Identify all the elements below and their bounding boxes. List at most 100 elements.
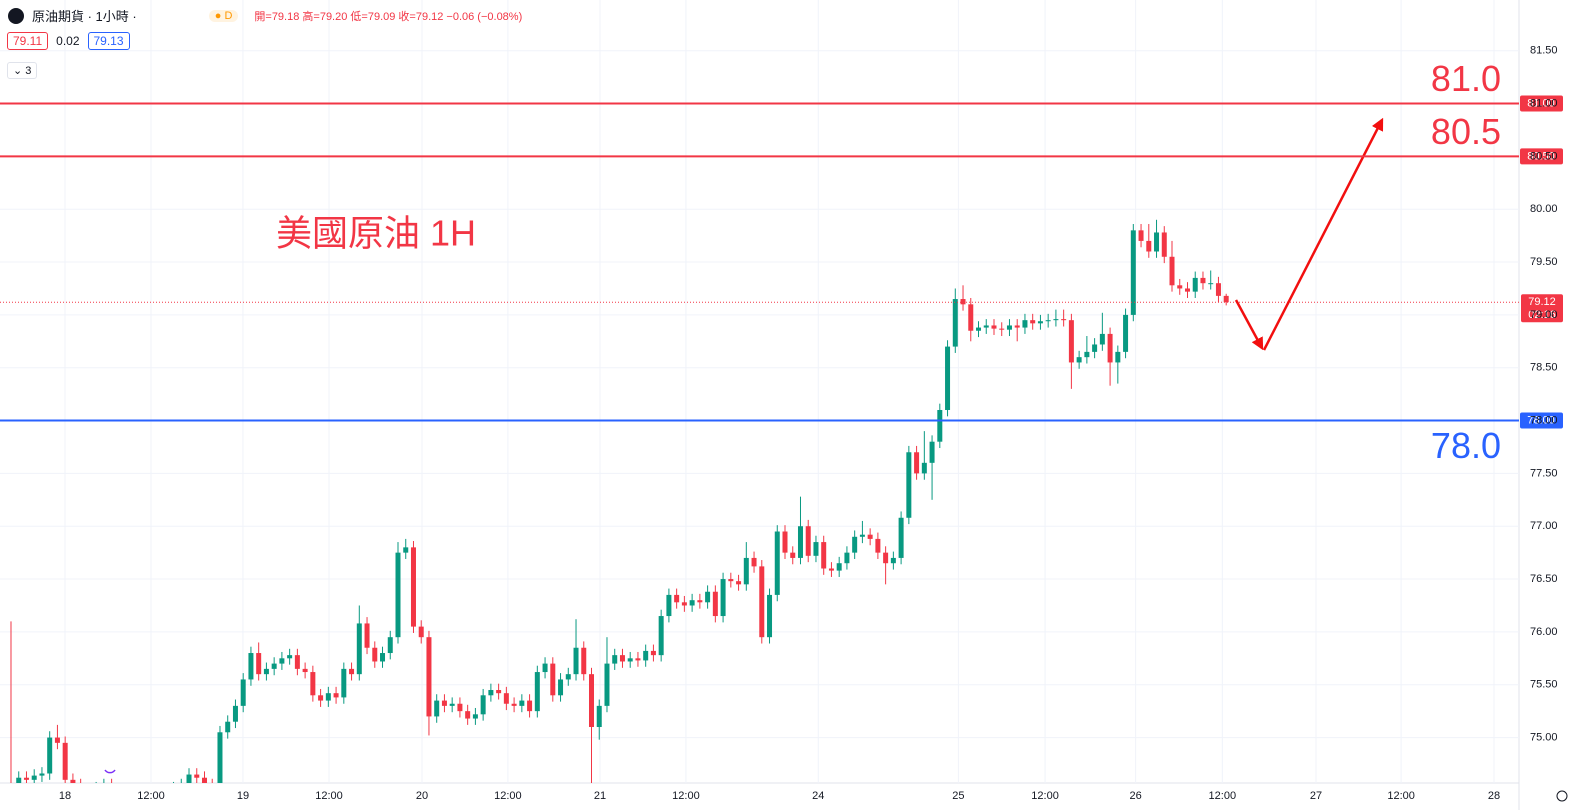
bid[interactable]: 79.11: [7, 32, 49, 50]
candle-body: [650, 650, 656, 656]
candle-body: [945, 346, 951, 410]
candle-body: [743, 557, 749, 585]
level-label: 80.5: [1431, 111, 1501, 152]
candle-body: [751, 557, 757, 567]
candle-body: [341, 668, 347, 698]
x-tick-label: 26: [1130, 790, 1142, 802]
x-tick-label: 18: [59, 790, 71, 802]
candle-body: [70, 779, 76, 783]
x-tick-label: 27: [1310, 790, 1322, 802]
candle-body: [380, 653, 386, 662]
candle-body: [898, 517, 904, 558]
candle-body: [767, 594, 773, 638]
level-badge: [1520, 412, 1563, 429]
x-tick-label: 21: [594, 790, 606, 802]
candle-body: [1006, 325, 1012, 330]
candle-body: [1053, 319, 1059, 321]
candle-body: [1014, 325, 1020, 328]
candle-body: [805, 526, 811, 556]
candle-body: [712, 591, 718, 617]
candle-body: [627, 658, 633, 662]
y-tick-label: 76.50: [1530, 573, 1558, 585]
candle-body: [1154, 232, 1160, 252]
grid: [0, 0, 1519, 783]
candle-body: [186, 774, 192, 783]
candle-body: [410, 547, 416, 627]
candle-body: [527, 700, 533, 712]
candle-body: [968, 304, 974, 331]
candle-body: [511, 703, 517, 706]
candle-body: [465, 711, 471, 719]
candle-body: [890, 557, 896, 564]
candle-body: [54, 737, 60, 743]
candle-body: [488, 690, 494, 696]
candle-body: [480, 695, 486, 715]
y-tick-label: 80.00: [1530, 203, 1558, 215]
x-tick-label: 28: [1488, 790, 1500, 802]
candle-body: [681, 602, 687, 606]
candle-body: [821, 542, 827, 569]
candle-body: [581, 647, 587, 675]
candle-body: [310, 672, 316, 696]
x-tick-label: 12:00: [494, 790, 522, 802]
y-tick-label: 78.50: [1530, 362, 1558, 374]
candle-body: [604, 663, 610, 706]
quote-row: 79.11 0.02 79.13: [7, 32, 130, 50]
candle-body: [643, 650, 649, 661]
session-badge[interactable]: ● D: [208, 9, 239, 22]
candle-body: [573, 647, 579, 675]
drawn-arrow-up: [1262, 117, 1384, 351]
candle-body: [287, 655, 293, 659]
candle-body: [248, 653, 254, 680]
candle-body: [1123, 314, 1129, 352]
y-tick-label: 80.50: [1530, 150, 1558, 162]
candle-body: [271, 663, 277, 669]
level-axis-label: 78.00: [1527, 414, 1555, 426]
settings-icon[interactable]: [1556, 790, 1568, 802]
candle-body: [1215, 283, 1221, 296]
y-tick-label: 81.00: [1530, 97, 1558, 109]
candle-body: [232, 705, 238, 722]
candle-body: [279, 658, 285, 664]
candle-body: [828, 568, 834, 571]
ask[interactable]: 79.13: [87, 32, 130, 50]
candle-body: [720, 579, 726, 617]
x-tick-label: 12:00: [137, 790, 165, 802]
session: D: [224, 9, 233, 22]
candle-body: [179, 785, 184, 788]
y-tick-label: 79.00: [1530, 309, 1558, 321]
candle-body: [1076, 357, 1082, 363]
y-tick-label: 77.00: [1530, 520, 1558, 532]
candle-body: [395, 552, 401, 638]
candle-body: [31, 775, 37, 780]
x-tick-label: 12:00: [1387, 790, 1415, 802]
candle-body: [991, 325, 997, 329]
candle-body: [813, 542, 819, 556]
y-tick-label: 77.50: [1530, 467, 1558, 479]
symbol[interactable]: 原油期貨 · 1小時 ·: [32, 9, 137, 24]
candle-body: [62, 742, 68, 780]
candle-body: [1192, 277, 1198, 292]
candle-body: [418, 626, 424, 638]
candle-body: [836, 563, 842, 571]
x-tick-label: 24: [812, 790, 824, 802]
y-tick-label: 79.50: [1530, 256, 1558, 268]
candle-body: [689, 600, 695, 606]
candle-body: [519, 700, 525, 706]
candle-body: [318, 695, 324, 701]
y-tick-label: 78.00: [1530, 414, 1558, 426]
candle-body: [457, 703, 463, 712]
candle-body: [86, 790, 91, 792]
candle-body: [1045, 320, 1051, 322]
indicators-toggle[interactable]: ⌄ 3: [7, 62, 38, 79]
candle-body: [612, 655, 618, 664]
candle-body: [705, 591, 711, 603]
level-label: 78.0: [1431, 425, 1501, 466]
x-tick-label: 12:00: [1031, 790, 1059, 802]
candle-body: [867, 534, 873, 539]
candle-body: [240, 679, 246, 706]
candle-body: [906, 452, 912, 518]
candle-body: [790, 552, 796, 558]
candle-body: [217, 732, 223, 783]
